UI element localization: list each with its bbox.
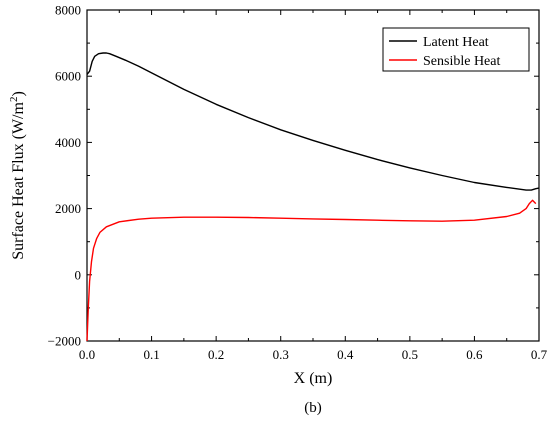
y-tick-label: 0 [75, 267, 82, 282]
y-tick-label: −2000 [48, 334, 81, 349]
x-axis-title: X (m) [294, 370, 333, 387]
x-tick-label: 0.5 [402, 347, 418, 362]
y-axis-title-superscript: 2 [8, 97, 20, 103]
series-line-sensible-heat [86, 199, 537, 342]
y-axis-title-main: Surface Heat Flux (W/m [10, 102, 27, 260]
x-tick-label: 0.7 [531, 347, 548, 362]
x-tick-label: 0.0 [79, 347, 95, 362]
y-tick-label: 6000 [55, 69, 81, 84]
x-tick-label: 0.1 [143, 347, 159, 362]
x-tick-label: 0.2 [208, 347, 224, 362]
x-tick-label: 0.4 [337, 347, 354, 362]
panel-label: (b) [304, 400, 322, 416]
legend-label: Sensible Heat [423, 54, 500, 69]
series-line-latent-heat [86, 52, 540, 191]
y-tick-label: 4000 [55, 135, 81, 150]
x-tick-label: 0.6 [466, 347, 483, 362]
y-tick-label: 8000 [55, 3, 81, 18]
legend-label: Latent Heat [423, 35, 489, 50]
y-tick-label: 2000 [55, 201, 81, 216]
y-axis-title-close: ) [10, 91, 27, 96]
x-tick-label: 0.3 [273, 347, 289, 362]
legend-box [382, 27, 530, 72]
y-axis-title: Surface Heat Flux (W/m2) [8, 91, 27, 260]
